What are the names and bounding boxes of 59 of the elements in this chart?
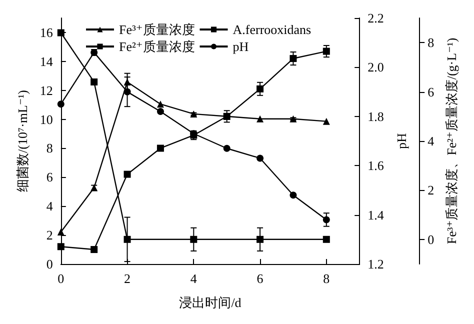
point — [190, 110, 198, 118]
y3-tick-label: 6 — [428, 84, 435, 100]
legend-label: Fe²⁺质量浓度 — [119, 39, 195, 54]
point — [156, 144, 164, 152]
y-tick-label: 0 — [46, 256, 53, 272]
legend-label: A.ferrooxidans — [232, 22, 312, 37]
y3-tick-label: 0 — [428, 232, 434, 247]
point — [90, 78, 98, 86]
x-tick-label: 4 — [190, 271, 198, 286]
point — [57, 228, 64, 236]
y-axis-title: 细菌数/(10⁷·mL⁻¹) — [15, 90, 30, 192]
point — [256, 154, 264, 162]
point — [256, 236, 264, 243]
point — [290, 192, 297, 199]
point — [256, 115, 264, 122]
y2-tick-label: 1.2 — [368, 256, 384, 272]
y-tick-label: 14 — [40, 54, 54, 69]
y3-axis-title: Fe³⁺质量浓度、Fe²⁺质量浓度/(g·L⁻¹) — [444, 38, 459, 244]
point — [322, 118, 330, 125]
x-tick-label: 6 — [256, 271, 264, 286]
point — [156, 108, 164, 115]
point — [322, 216, 330, 224]
x-tick-label: 2 — [124, 271, 131, 286]
point — [156, 100, 164, 108]
x-axis-title: 浸出时间/d — [179, 295, 242, 310]
y-tick-label: 4 — [46, 198, 54, 214]
point — [124, 170, 131, 178]
point — [57, 100, 64, 108]
point — [124, 236, 131, 243]
point — [290, 55, 297, 62]
point — [124, 88, 131, 96]
point — [256, 85, 264, 92]
point — [223, 112, 230, 120]
y-tick-label: 8 — [46, 140, 53, 156]
point — [57, 243, 64, 250]
point — [290, 115, 297, 122]
point — [322, 236, 330, 243]
y3-tick-label: 2 — [428, 182, 434, 198]
y-tick-label: 12 — [40, 82, 53, 98]
y-tick-label: 6 — [46, 170, 54, 185]
y-tick-label: 2 — [46, 228, 53, 243]
x-tick-label: 8 — [323, 271, 330, 286]
point — [90, 246, 98, 254]
y2-axis-title: pH — [394, 133, 409, 149]
legend-label: pH — [232, 39, 249, 54]
y2-tick-label: 2.0 — [368, 60, 384, 75]
y-tick-label: 16 — [40, 24, 54, 40]
point — [322, 48, 330, 55]
y3-tick-label: 8 — [428, 35, 434, 50]
y2-tick-label: 1.8 — [368, 108, 384, 124]
y3-tick-label: 4 — [428, 134, 435, 148]
y2-tick-label: 1.4 — [368, 207, 384, 222]
legend-label: Fe³⁺质量浓度 — [119, 22, 195, 37]
x-tick-label: 0 — [58, 271, 64, 286]
y2-tick-label: 2.2 — [368, 10, 384, 26]
point — [190, 236, 198, 243]
y2-tick-label: 1.6 — [368, 158, 384, 174]
point — [223, 144, 230, 152]
y-tick-label: 10 — [40, 112, 53, 127]
